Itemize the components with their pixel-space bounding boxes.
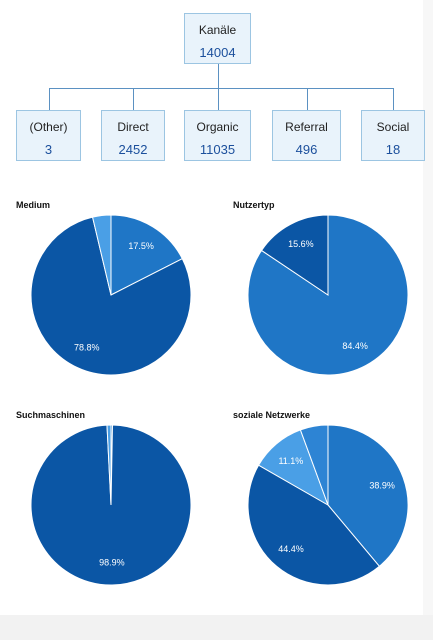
tree-connector-referral	[307, 88, 308, 110]
pie-slice-label: 38.9%	[369, 480, 395, 490]
pie-slice-label: 78.8%	[74, 342, 100, 352]
pie-slice[interactable]	[260, 214, 329, 296]
pie-slice-label: 11.1%	[278, 456, 303, 466]
pie-slice-label: 15.6%	[288, 239, 314, 249]
tree-node-value: 18	[385, 142, 401, 157]
pie-slice-label: 84.4%	[342, 341, 368, 351]
tree-node-other[interactable]: (Other) 3	[16, 110, 81, 161]
tree-node-value: 11035	[199, 142, 236, 157]
tree-connector-organic	[218, 88, 219, 110]
tree-node-label: Kanäle	[198, 23, 237, 37]
chart-title-medium: Medium	[16, 200, 51, 210]
pie-chart-soziale-netzwerke: 38.9% 44.4% 11.1%	[247, 424, 409, 586]
pie-slice[interactable]	[110, 214, 183, 296]
bottom-bar	[0, 615, 433, 640]
pie-slice[interactable]	[30, 216, 192, 376]
tree-connector-other	[49, 88, 50, 110]
pie-slice[interactable]	[247, 464, 381, 586]
tree-node-value: 2452	[118, 142, 148, 157]
pie-chart-medium: 17.5% 78.8%	[30, 214, 192, 376]
pie-slice[interactable]	[327, 424, 409, 568]
tree-node-root[interactable]: Kanäle 14004	[184, 13, 251, 64]
pie-slice[interactable]	[106, 424, 112, 506]
pie-chart-suchmaschinen: 98.9%	[30, 424, 192, 586]
pie-slice-label: 17.5%	[128, 241, 154, 251]
chart-title-nutzertyp: Nutzertyp	[233, 200, 275, 210]
pie-chart-nutzertyp: 84.4% 15.6%	[247, 214, 409, 376]
tree-node-organic[interactable]: Organic 11035	[184, 110, 251, 161]
tree-node-label: Organic	[196, 120, 239, 134]
chart-title-suchmaschinen: Suchmaschinen	[16, 410, 86, 420]
tree-node-social[interactable]: Social 18	[361, 110, 425, 161]
pie-slice[interactable]	[91, 214, 112, 296]
pie-slice-label: 44.4%	[278, 544, 304, 554]
pie-slice-label: 98.9%	[99, 558, 125, 568]
tree-node-value: 14004	[199, 45, 236, 60]
tree-connector-social	[393, 88, 394, 110]
tree-node-label: Direct	[117, 120, 149, 134]
tree-connector-root	[218, 64, 219, 88]
tree-node-value: 496	[295, 142, 318, 157]
tree-connector-direct	[133, 88, 134, 110]
tree-node-label: Referral	[285, 120, 328, 134]
tree-node-label: Social	[376, 120, 410, 134]
pie-slice[interactable]	[299, 424, 329, 506]
tree-connector-horizontal	[49, 88, 393, 89]
tree-node-label: (Other)	[29, 120, 68, 134]
tree-node-value: 3	[44, 142, 53, 157]
chart-title-soziale-netzwerke: soziale Netzwerke	[233, 410, 311, 420]
tree-node-direct[interactable]: Direct 2452	[101, 110, 165, 161]
tree-node-referral[interactable]: Referral 496	[272, 110, 341, 161]
scroll-track	[423, 0, 433, 615]
